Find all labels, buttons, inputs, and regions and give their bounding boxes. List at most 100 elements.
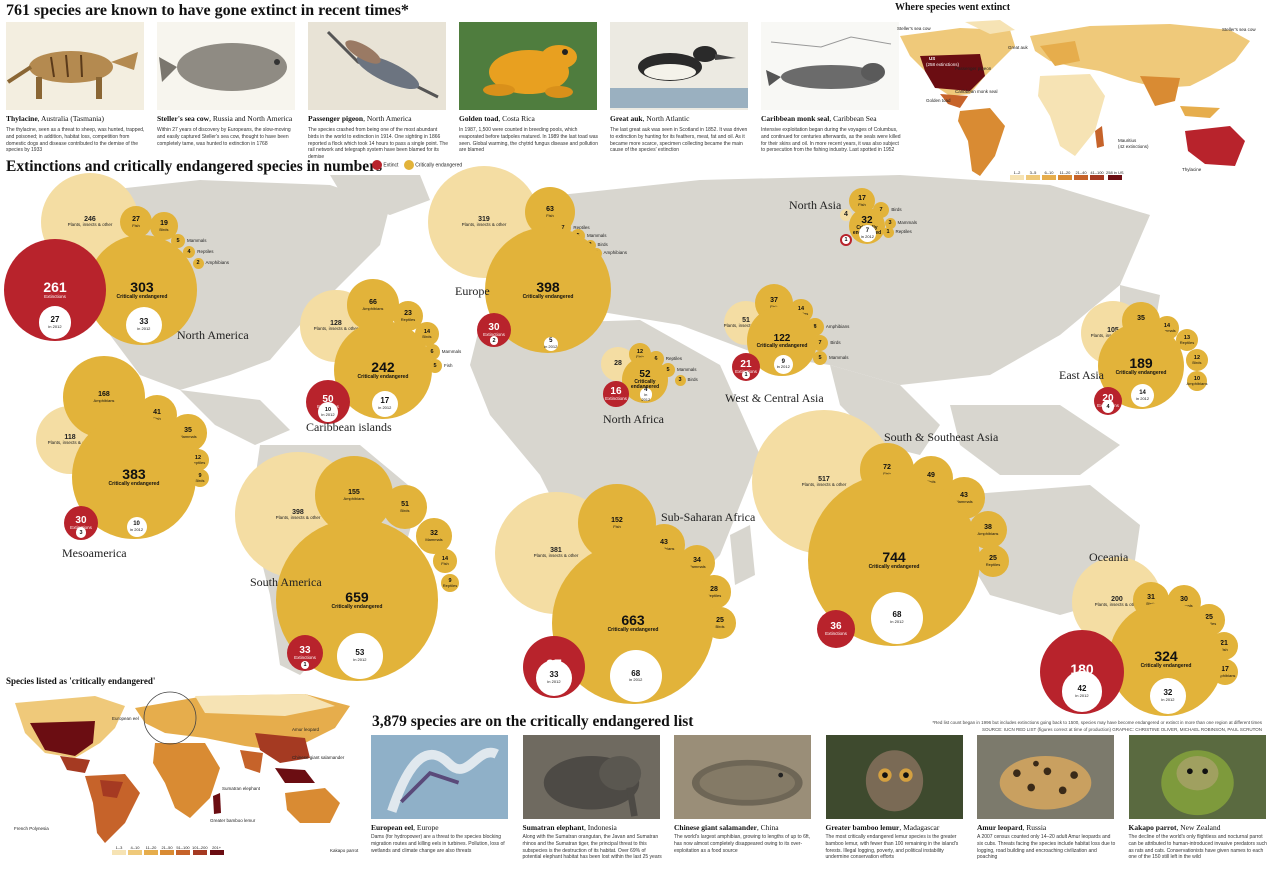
- mesoamerica-extinctions-value: 30: [75, 515, 87, 527]
- mesoamerica-extinctions-2012-value: 3: [79, 529, 83, 536]
- critical-place-2: , Indonesia: [583, 823, 617, 832]
- africa-shape: [1038, 74, 1105, 156]
- east-asia-small-kind-3: Reptiles: [1179, 339, 1195, 345]
- south-southeast-asia-small-bubble-4: 38 Amphibians: [968, 510, 1008, 550]
- mesoamerica-endangered-2012-bubble: 10 in 2012: [126, 516, 147, 537]
- critical-name-5: Amur leopard: [977, 823, 1023, 832]
- critical-image-1: [371, 735, 508, 819]
- north-africa-extinctions-value: 16: [610, 386, 622, 398]
- extinct-name-3: Passenger pigeon: [308, 114, 364, 123]
- south-america-extinctions-value: 33: [299, 645, 311, 657]
- caribbean-islands-endangered-label: Critically endangered: [357, 373, 409, 380]
- critical-photo-5: [999, 756, 1092, 810]
- east-asia-small-value-1: 35: [1137, 314, 1145, 322]
- extinct-image-1: [6, 22, 144, 110]
- south-southeast-asia-small-kind-1: Fish: [883, 470, 891, 476]
- east-asia-small-value-2: 14: [1163, 322, 1171, 329]
- south-southeast-asia-small-value-4: 38: [984, 523, 992, 531]
- oceania-small-value-1: 31: [1147, 593, 1155, 601]
- critical-place-4: , Madagascar: [899, 823, 940, 832]
- we-key-item-6: 41–100: [1090, 170, 1104, 181]
- mesoamerica-endangered-label: Critically endangered: [108, 480, 160, 487]
- critical-name-3: Chinese giant salamander: [674, 823, 757, 832]
- critical-place-1: , Europe: [413, 823, 439, 832]
- eurasia-shape: [1030, 24, 1250, 88]
- sa-shape: [958, 108, 1005, 176]
- extinct-card-6: Caribbean monk seal, Caribbean Sea Intens…: [761, 22, 901, 154]
- extinct-title-5: Great auk, North Atlantic: [610, 114, 750, 123]
- north-america-extinctions-2012-value: 27: [50, 314, 60, 324]
- label-us-count: (258 extinctions): [926, 62, 960, 67]
- sub-saharan-africa-small-value-2: 43: [660, 538, 668, 546]
- east-asia-small-bubble-5: 10 Amphibians: [1187, 371, 1207, 391]
- south-america-small-kind-1: Amphibians: [343, 495, 365, 501]
- north-africa-endangered-2012-value: 4: [644, 386, 648, 393]
- we-key-label-3: 6–10: [1044, 170, 1054, 175]
- south-america-small-bubble-4: 14 Fish: [433, 549, 457, 573]
- extinct-desc-1: The thylacine, seen as a threat to sheep…: [6, 127, 145, 154]
- east-asia-small-value-3: 13: [1183, 334, 1191, 341]
- extinct-name-6: Caribbean monk seal: [761, 114, 830, 123]
- extinct-name-5: Great auk: [610, 114, 643, 123]
- listed-title: Species listed as 'critically endangered…: [6, 676, 156, 686]
- critical-image-6: [1128, 735, 1266, 819]
- north-america-small-bubble-4: 4: [182, 245, 196, 259]
- listed-key-label-7: 201+: [212, 845, 222, 850]
- critical-photo-3: [691, 759, 803, 806]
- west-central-asia-region-name: West & Central Asia: [725, 391, 824, 405]
- sub-saharan-africa-endangered-label: Critically endangered: [607, 626, 659, 633]
- north-africa-small-value-4: 3: [678, 376, 682, 383]
- europe-endangered-2012-value: 5: [549, 338, 553, 345]
- north-america-endangered-value: 303: [130, 278, 154, 295]
- we-key-item-3: 6–10: [1042, 170, 1056, 181]
- critical-desc-1: Dams (for hydropower) are a threat to th…: [371, 834, 505, 854]
- north-asia-plants-value: 4: [844, 211, 848, 219]
- land-india: [830, 365, 940, 455]
- we-key-swatch-5: [1074, 175, 1088, 180]
- west-central-asia-small-kind-out-4: Birds: [830, 340, 841, 345]
- north-africa-small-value-1: 12: [636, 348, 644, 355]
- east-asia-small-bubble-3: 13 Reptiles: [1175, 328, 1199, 352]
- label-elephant: Sumatran elephant: [222, 786, 261, 791]
- north-asia-extinctions-2012-bubble: 1: [842, 236, 850, 244]
- label-kakapo: Kakapo parrot: [330, 848, 359, 853]
- extinct-desc-6: Intensive exploitation began during the …: [761, 127, 901, 154]
- south-america-small-bubble-5: 9 Reptiles: [440, 573, 460, 593]
- north-africa-endangered-label: Critically endangered: [631, 378, 659, 390]
- east-asia-extinctions-value: 20: [1102, 393, 1114, 405]
- south-southeast-asia-extinctions-label: Extinctions: [825, 631, 847, 637]
- sub-saharan-africa-small-value-5: 25: [716, 616, 724, 624]
- we-key-swatch-6: [1090, 175, 1104, 180]
- caribbean-islands-small-value-4: 6: [430, 348, 434, 355]
- south-southeast-asia-small-value-3: 43: [960, 491, 968, 499]
- critical-name-6: Kakapo parrot: [1128, 823, 1177, 832]
- mesoamerica-small-kind-1: Amphibians: [93, 397, 115, 403]
- lm-south-america: [85, 774, 140, 843]
- we-key-label-6: 41–100: [1090, 170, 1104, 175]
- mesoamerica-small-value-3: 35: [184, 426, 192, 434]
- south-southeast-asia-extinctions-bubble: 36 Extinctions: [817, 610, 855, 648]
- east-asia-endangered-2012-bubble: 14 in 2012: [1130, 383, 1155, 408]
- west-central-asia-extinctions-2012-bubble: 1: [742, 371, 750, 380]
- europe-extinctions-value: 30: [488, 322, 500, 334]
- extinct-name-1: Thylacine: [6, 114, 38, 123]
- extinct-illustration-1: [6, 51, 138, 99]
- caribbean-islands-small-kind-1: Amphibians: [362, 305, 384, 311]
- west-central-asia-endangered-2012-label: in 2012: [776, 364, 790, 370]
- south-america-small-kind-3: Mammals: [425, 536, 443, 542]
- north-america-extinctions-2012-label: in 2012: [48, 323, 62, 329]
- north-america-small-kind-out-5: Amphibians: [205, 260, 230, 265]
- oceania-endangered-label: Critically endangered: [1140, 662, 1192, 669]
- north-america-small-kind-1: Fish: [132, 222, 140, 228]
- oceania-small-kind-4: Fish: [1220, 646, 1228, 652]
- extinct-title-3: Passenger pigeon, North America: [308, 114, 448, 123]
- mesoamerica-small-kind-2: Fish: [153, 415, 161, 421]
- mesoamerica-small-value-2: 41: [153, 408, 161, 416]
- critical-title-3: Chinese giant salamander, China: [674, 823, 814, 832]
- east-asia-small-kind-5: Amphibians: [1186, 380, 1208, 386]
- extinct-place-2: , Russia and North America: [209, 114, 293, 123]
- south-southeast-asia-small-value-5: 25: [989, 554, 997, 562]
- we-key-swatch-1: [1010, 175, 1024, 180]
- extinct-desc-2: Within 27 years of discovery by European…: [157, 127, 291, 147]
- north-asia-plants-bubble: 4: [839, 208, 853, 222]
